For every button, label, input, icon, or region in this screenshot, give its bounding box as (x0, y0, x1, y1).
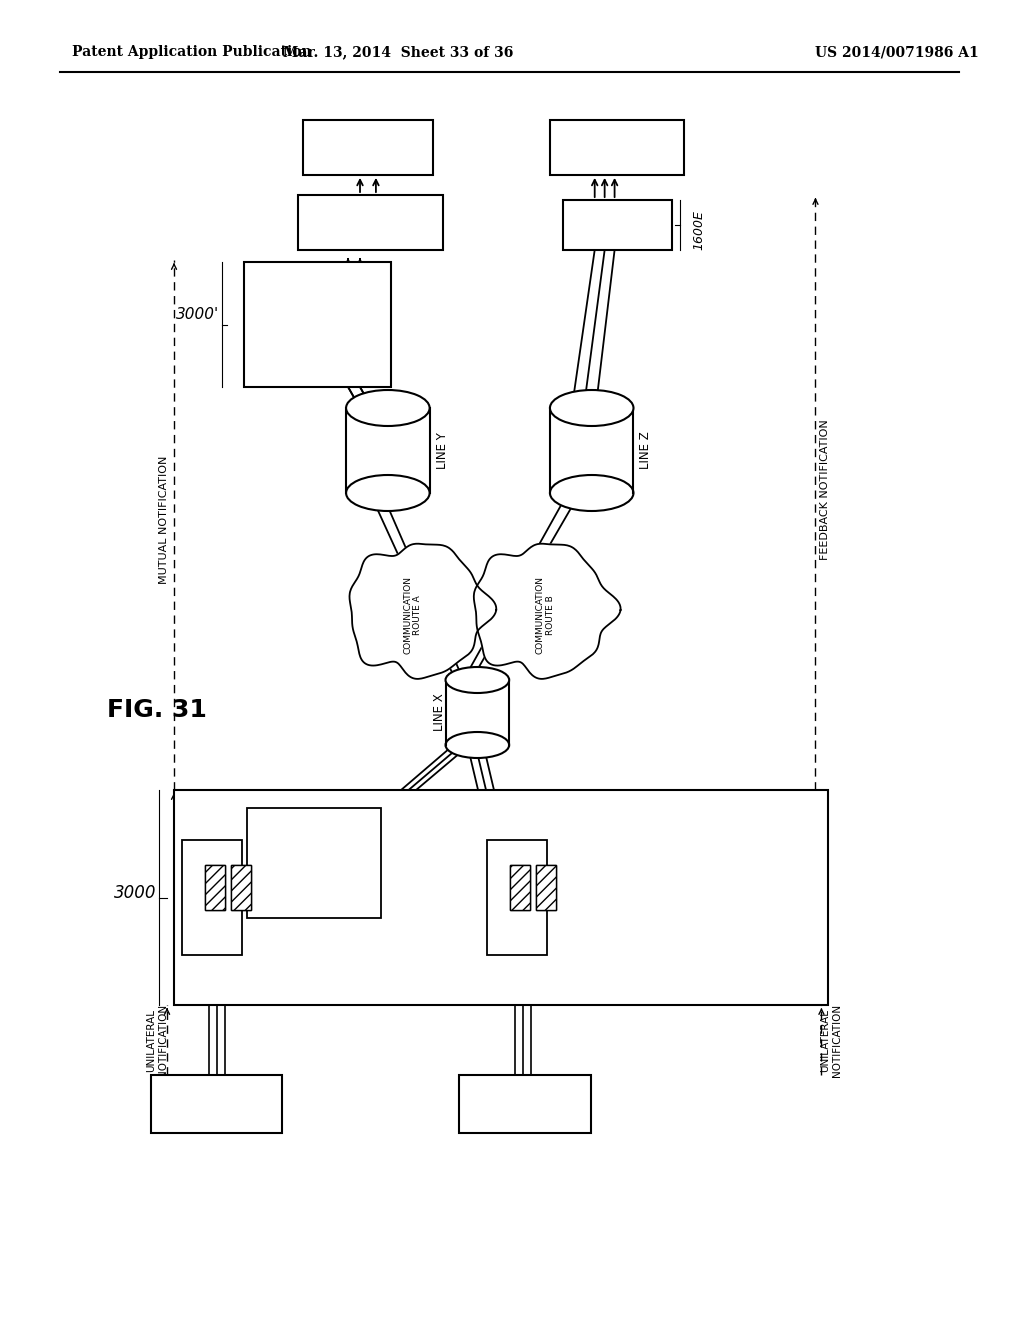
FancyBboxPatch shape (536, 865, 556, 909)
Text: TERMINAL: TERMINAL (332, 140, 403, 153)
FancyBboxPatch shape (510, 865, 530, 909)
Text: SHAPER A: SHAPER A (516, 857, 524, 895)
Text: LINE Z: LINE Z (639, 432, 652, 470)
Text: FEEDBACK NOTIFICATION: FEEDBACK NOTIFICATION (820, 420, 830, 561)
Bar (346, 408, 430, 492)
FancyBboxPatch shape (303, 120, 432, 176)
FancyBboxPatch shape (230, 865, 251, 909)
Text: SHAPER B: SHAPER B (237, 857, 245, 895)
Ellipse shape (445, 733, 509, 758)
Text: COMMUNICATION
ROUTE A: COMMUNICATION ROUTE A (403, 576, 423, 653)
FancyBboxPatch shape (563, 201, 673, 249)
Ellipse shape (550, 389, 634, 426)
FancyBboxPatch shape (550, 120, 684, 176)
Text: TERMINAL: TERMINAL (181, 1097, 253, 1110)
Text: 1600E: 1600E (692, 210, 706, 249)
Text: UNILATERAL
NOTIFICATION: UNILATERAL NOTIFICATION (820, 1003, 842, 1077)
Text: Mar. 13, 2014  Sheet 33 of 36: Mar. 13, 2014 Sheet 33 of 36 (283, 45, 513, 59)
Text: TERMINAL: TERMINAL (579, 140, 650, 153)
Text: LINE Y: LINE Y (435, 432, 449, 469)
Text: 3000': 3000' (175, 308, 219, 322)
Bar (550, 408, 634, 492)
FancyBboxPatch shape (460, 1074, 591, 1133)
Text: US 2014/0071986 A1: US 2014/0071986 A1 (815, 45, 979, 59)
Text: COMMUNICATION
ROUTE B: COMMUNICATION ROUTE B (536, 576, 555, 653)
FancyBboxPatch shape (510, 865, 530, 909)
Text: STATISTICAL
INFORMATION
COLLECTION
APPARATUS: STATISTICAL INFORMATION COLLECTION APPAR… (278, 842, 350, 884)
FancyBboxPatch shape (298, 195, 442, 249)
Text: APPARATUS
SHAPER A: APPARATUS SHAPER A (489, 887, 509, 937)
Text: APPARATUS: APPARATUS (327, 215, 409, 228)
Text: UNILATERAL
NOTIFICATION: UNILATERAL NOTIFICATION (146, 1003, 168, 1077)
FancyBboxPatch shape (205, 865, 224, 909)
Ellipse shape (346, 389, 430, 426)
FancyBboxPatch shape (174, 789, 828, 1005)
FancyBboxPatch shape (230, 865, 251, 909)
FancyBboxPatch shape (536, 865, 556, 909)
FancyBboxPatch shape (244, 261, 391, 387)
Bar (445, 680, 509, 744)
FancyBboxPatch shape (487, 840, 547, 954)
Text: 3000: 3000 (114, 883, 156, 902)
Text: SHAPER A: SHAPER A (210, 857, 219, 895)
Text: MUTUAL NOTIFICATION: MUTUAL NOTIFICATION (159, 455, 169, 585)
Text: FIG. 31: FIG. 31 (108, 698, 207, 722)
Ellipse shape (346, 475, 430, 511)
FancyBboxPatch shape (152, 1074, 283, 1133)
FancyBboxPatch shape (247, 808, 381, 917)
Ellipse shape (445, 667, 509, 693)
FancyBboxPatch shape (205, 865, 224, 909)
Text: TERMINAL: TERMINAL (489, 1097, 561, 1110)
Text: APPARATUS: APPARATUS (584, 220, 652, 230)
FancyBboxPatch shape (182, 840, 242, 954)
Text: LINE X: LINE X (433, 693, 446, 731)
Text: STATISTICAL
INFORMATION
COLLECTION
APPARATUS: STATISTICAL INFORMATION COLLECTION APPAR… (279, 301, 355, 348)
Text: SHAPER B: SHAPER B (542, 857, 551, 895)
Ellipse shape (550, 475, 634, 511)
Text: Patent Application Publication: Patent Application Publication (72, 45, 311, 59)
Polygon shape (474, 544, 621, 678)
Polygon shape (349, 544, 497, 678)
Text: APPARATUS
SHAPER A: APPARATUS SHAPER A (184, 887, 204, 937)
